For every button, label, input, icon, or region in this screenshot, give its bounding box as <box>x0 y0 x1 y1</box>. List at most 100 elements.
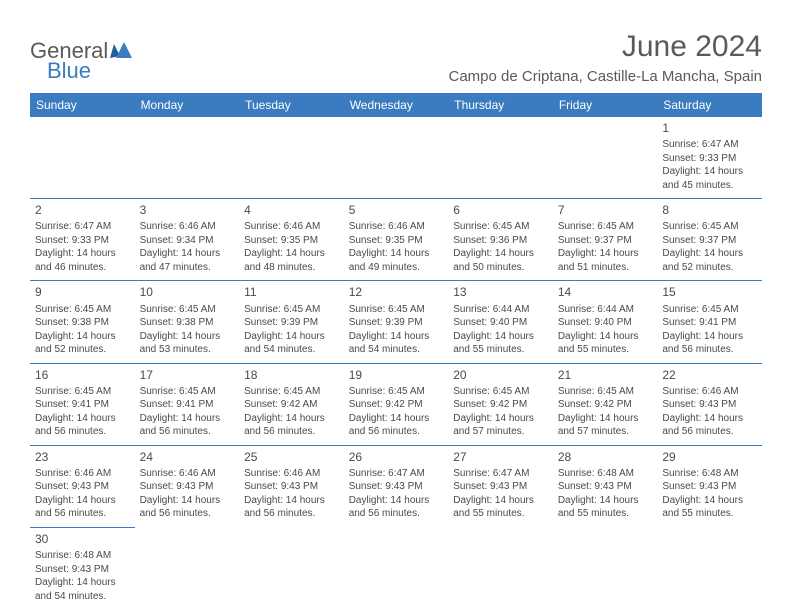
calendar-cell: 24Sunrise: 6:46 AMSunset: 9:43 PMDayligh… <box>135 445 240 527</box>
calendar-cell: 1Sunrise: 6:47 AMSunset: 9:33 PMDaylight… <box>657 117 762 199</box>
day-number: 27 <box>453 449 548 465</box>
day-detail: and 54 minutes. <box>349 343 444 357</box>
day-detail: Daylight: 14 hours <box>140 330 235 344</box>
day-number: 21 <box>558 367 653 383</box>
day-detail: Sunset: 9:34 PM <box>140 234 235 248</box>
day-detail: Sunset: 9:43 PM <box>35 563 130 577</box>
day-detail: Daylight: 14 hours <box>662 330 757 344</box>
day-detail: Daylight: 14 hours <box>35 412 130 426</box>
header: General June 2024 Campo de Criptana, Cas… <box>30 30 762 85</box>
day-detail: Sunrise: 6:47 AM <box>35 220 130 234</box>
day-number: 4 <box>244 202 339 218</box>
day-detail: Daylight: 14 hours <box>244 412 339 426</box>
day-detail: Daylight: 14 hours <box>35 576 130 590</box>
day-detail: and 55 minutes. <box>558 343 653 357</box>
calendar-row: 9Sunrise: 6:45 AMSunset: 9:38 PMDaylight… <box>30 281 762 363</box>
header-tuesday: Tuesday <box>239 93 344 117</box>
day-detail: and 49 minutes. <box>349 261 444 275</box>
calendar-cell: 30Sunrise: 6:48 AMSunset: 9:43 PMDayligh… <box>30 527 135 609</box>
day-detail: Sunrise: 6:45 AM <box>558 385 653 399</box>
header-monday: Monday <box>135 93 240 117</box>
day-detail: and 56 minutes. <box>244 425 339 439</box>
day-detail: and 56 minutes. <box>35 425 130 439</box>
day-detail: Sunrise: 6:46 AM <box>35 467 130 481</box>
day-detail: Sunset: 9:33 PM <box>662 152 757 166</box>
day-detail: Daylight: 14 hours <box>140 412 235 426</box>
calendar-cell: 25Sunrise: 6:46 AMSunset: 9:43 PMDayligh… <box>239 445 344 527</box>
day-detail: Sunset: 9:39 PM <box>244 316 339 330</box>
calendar-row: 30Sunrise: 6:48 AMSunset: 9:43 PMDayligh… <box>30 527 762 609</box>
day-detail: Sunset: 9:40 PM <box>558 316 653 330</box>
day-detail: Sunset: 9:43 PM <box>349 480 444 494</box>
day-detail: and 56 minutes. <box>349 507 444 521</box>
day-detail: Sunset: 9:35 PM <box>244 234 339 248</box>
day-detail: Sunrise: 6:45 AM <box>35 303 130 317</box>
day-detail: Daylight: 14 hours <box>558 412 653 426</box>
calendar-cell: 19Sunrise: 6:45 AMSunset: 9:42 PMDayligh… <box>344 363 449 445</box>
day-detail: Sunrise: 6:46 AM <box>662 385 757 399</box>
day-detail: Daylight: 14 hours <box>558 330 653 344</box>
day-detail: Sunset: 9:43 PM <box>244 480 339 494</box>
day-detail: Sunrise: 6:45 AM <box>35 385 130 399</box>
day-detail: Sunrise: 6:47 AM <box>662 138 757 152</box>
day-detail: and 56 minutes. <box>35 507 130 521</box>
day-detail: Sunset: 9:38 PM <box>140 316 235 330</box>
day-detail: and 57 minutes. <box>453 425 548 439</box>
day-number: 20 <box>453 367 548 383</box>
day-detail: and 52 minutes. <box>35 343 130 357</box>
day-detail: Daylight: 14 hours <box>662 247 757 261</box>
calendar-cell: 26Sunrise: 6:47 AMSunset: 9:43 PMDayligh… <box>344 445 449 527</box>
calendar-cell: 8Sunrise: 6:45 AMSunset: 9:37 PMDaylight… <box>657 199 762 281</box>
calendar-cell: 29Sunrise: 6:48 AMSunset: 9:43 PMDayligh… <box>657 445 762 527</box>
day-number: 3 <box>140 202 235 218</box>
day-detail: Sunset: 9:43 PM <box>453 480 548 494</box>
day-detail: Daylight: 14 hours <box>662 494 757 508</box>
day-detail: Sunrise: 6:45 AM <box>662 303 757 317</box>
day-number: 5 <box>349 202 444 218</box>
day-detail: Sunset: 9:41 PM <box>140 398 235 412</box>
day-detail: Sunset: 9:43 PM <box>662 398 757 412</box>
day-detail: Sunrise: 6:48 AM <box>662 467 757 481</box>
day-number: 1 <box>662 120 757 136</box>
day-detail: and 56 minutes. <box>349 425 444 439</box>
day-detail: Sunrise: 6:45 AM <box>140 385 235 399</box>
day-number: 23 <box>35 449 130 465</box>
day-number: 29 <box>662 449 757 465</box>
calendar-header-row: Sunday Monday Tuesday Wednesday Thursday… <box>30 93 762 117</box>
calendar-cell: 22Sunrise: 6:46 AMSunset: 9:43 PMDayligh… <box>657 363 762 445</box>
day-number: 30 <box>35 531 130 547</box>
calendar-cell: 6Sunrise: 6:45 AMSunset: 9:36 PMDaylight… <box>448 199 553 281</box>
calendar-table: Sunday Monday Tuesday Wednesday Thursday… <box>30 93 762 609</box>
calendar-cell: 3Sunrise: 6:46 AMSunset: 9:34 PMDaylight… <box>135 199 240 281</box>
day-detail: and 52 minutes. <box>662 261 757 275</box>
calendar-cell: 10Sunrise: 6:45 AMSunset: 9:38 PMDayligh… <box>135 281 240 363</box>
day-detail: Sunset: 9:42 PM <box>453 398 548 412</box>
day-number: 11 <box>244 284 339 300</box>
calendar-cell: 28Sunrise: 6:48 AMSunset: 9:43 PMDayligh… <box>553 445 658 527</box>
calendar-row: 1Sunrise: 6:47 AMSunset: 9:33 PMDaylight… <box>30 117 762 199</box>
calendar-cell <box>657 527 762 609</box>
day-detail: and 56 minutes. <box>662 343 757 357</box>
day-detail: Sunset: 9:42 PM <box>558 398 653 412</box>
header-wednesday: Wednesday <box>344 93 449 117</box>
calendar-cell: 5Sunrise: 6:46 AMSunset: 9:35 PMDaylight… <box>344 199 449 281</box>
day-detail: Sunrise: 6:44 AM <box>558 303 653 317</box>
day-detail: Sunrise: 6:47 AM <box>453 467 548 481</box>
day-number: 14 <box>558 284 653 300</box>
location-text: Campo de Criptana, Castille-La Mancha, S… <box>449 68 763 85</box>
day-number: 9 <box>35 284 130 300</box>
day-number: 12 <box>349 284 444 300</box>
day-detail: Daylight: 14 hours <box>453 412 548 426</box>
day-number: 17 <box>140 367 235 383</box>
day-detail: Sunset: 9:43 PM <box>35 480 130 494</box>
day-number: 15 <box>662 284 757 300</box>
calendar-cell <box>344 117 449 199</box>
calendar-cell: 23 Sunrise: 6:46 AMSunset: 9:43 PMDayligh… <box>30 445 135 527</box>
month-title: June 2024 <box>449 30 763 64</box>
day-detail: and 56 minutes. <box>662 425 757 439</box>
day-detail: Daylight: 14 hours <box>35 494 130 508</box>
day-detail: and 56 minutes. <box>140 425 235 439</box>
day-detail: Sunrise: 6:45 AM <box>349 385 444 399</box>
day-detail: and 54 minutes. <box>35 590 130 604</box>
day-detail: and 48 minutes. <box>244 261 339 275</box>
